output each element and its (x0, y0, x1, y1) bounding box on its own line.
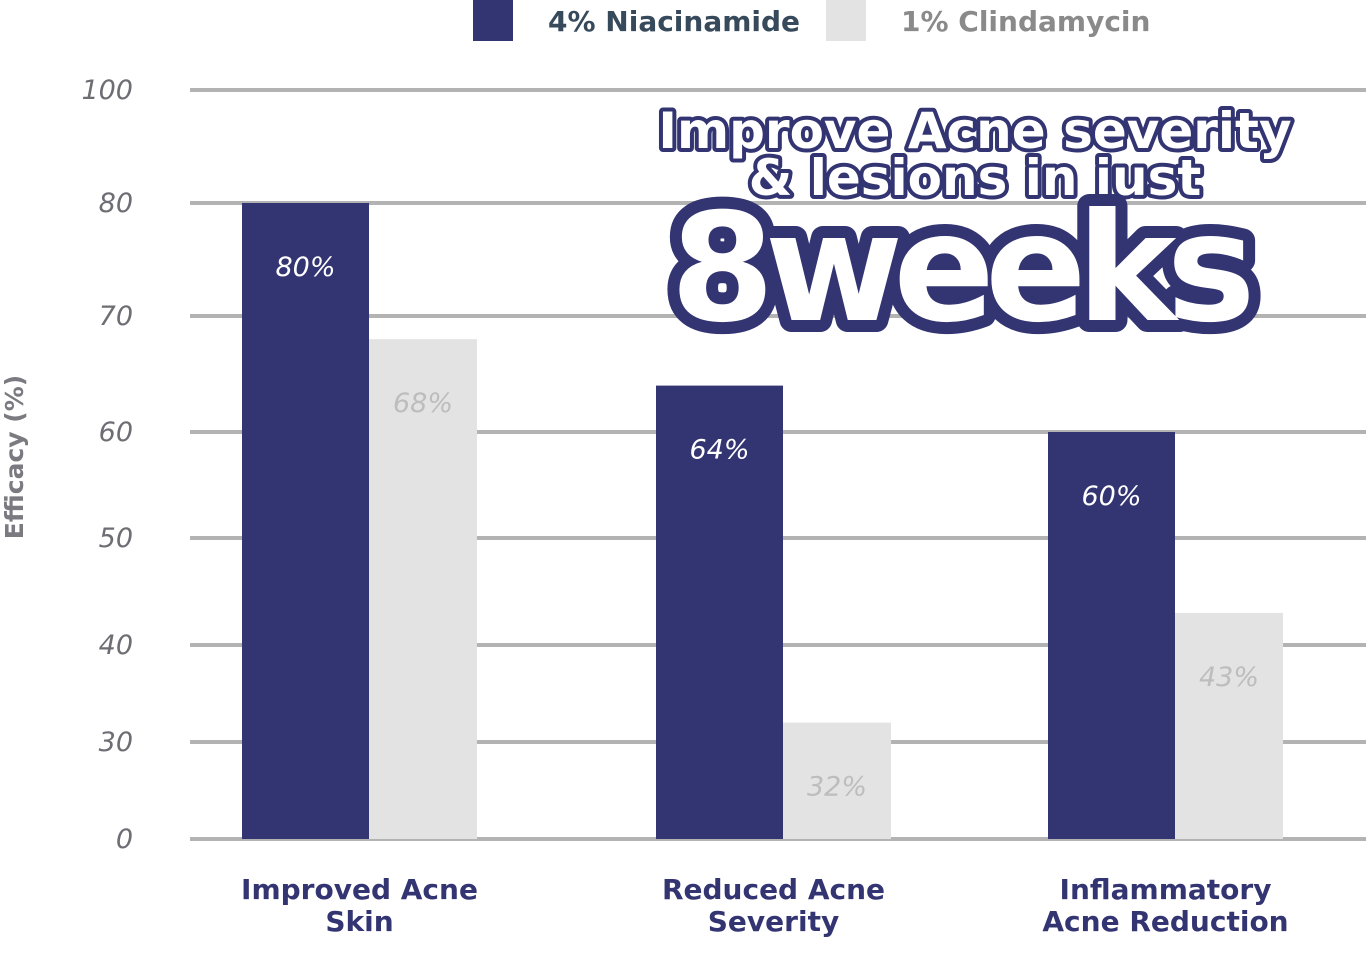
bar-value-label: 68% (393, 388, 453, 419)
bar (369, 339, 477, 839)
y-tick-label: 40 (99, 630, 133, 661)
bar (1175, 612, 1283, 839)
headline-line2: & lesions in just (749, 149, 1202, 207)
headline: Improve Acne severity & lesions in just … (654, 98, 1295, 368)
y-tick-label: 60 (99, 417, 133, 448)
headline-big: 8weeks (670, 182, 1249, 356)
bar-value-label: 64% (689, 435, 749, 466)
y-tick-label: 0 (116, 824, 133, 855)
bar-value-label: 80% (275, 252, 335, 283)
bar-value-label: 60% (1081, 481, 1141, 512)
legend-swatch (826, 0, 866, 41)
category-label: Acne Reduction (1042, 905, 1288, 938)
bar (656, 385, 783, 839)
bar (783, 722, 891, 839)
y-tick-label: 100 (81, 75, 133, 106)
bar-value-label: 43% (1199, 662, 1259, 693)
category-label: Severity (708, 905, 839, 938)
legend-label: 4% Niacinamide (548, 5, 800, 38)
y-tick-label: 30 (99, 727, 133, 758)
y-tick-label: 50 (99, 523, 133, 554)
legend: 4% Niacinamide 1% Clindamycin (473, 0, 1150, 41)
bar (1048, 432, 1175, 839)
legend-label: 1% Clindamycin (901, 5, 1150, 38)
headline-line1: Improve Acne severity (658, 102, 1291, 160)
y-tick-label: 70 (99, 301, 133, 332)
category-label: Reduced Acne (662, 873, 885, 906)
category-label: Inflammatory (1060, 873, 1272, 906)
legend-swatch (473, 0, 513, 41)
category-label: Improved Acne (241, 873, 478, 906)
bar (242, 203, 369, 839)
bar-value-label: 32% (807, 772, 867, 803)
y-tick-label: 80 (99, 188, 133, 219)
y-axis-label: Efficacy (%) (0, 375, 29, 539)
category-label: Skin (325, 905, 393, 938)
